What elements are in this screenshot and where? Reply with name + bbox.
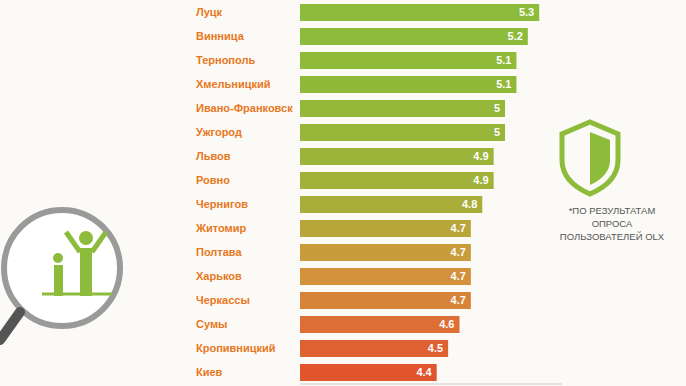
svg-text:Харьков: Харьков bbox=[196, 270, 242, 282]
svg-text:4.7: 4.7 bbox=[451, 246, 466, 258]
svg-text:4.7: 4.7 bbox=[451, 270, 466, 282]
svg-text:Винница: Винница bbox=[196, 30, 245, 42]
svg-text:4.8: 4.8 bbox=[462, 198, 477, 210]
svg-text:4.4: 4.4 bbox=[416, 366, 432, 378]
svg-text:5.1: 5.1 bbox=[496, 54, 511, 66]
svg-text:4.6: 4.6 bbox=[439, 318, 454, 330]
svg-text:Тернополь: Тернополь bbox=[196, 54, 255, 66]
svg-text:5: 5 bbox=[494, 102, 500, 114]
svg-text:Львов: Львов bbox=[196, 150, 231, 162]
svg-text:Ужгород: Ужгород bbox=[196, 126, 242, 138]
svg-text:5.3: 5.3 bbox=[519, 6, 534, 18]
svg-text:Хмельницкий: Хмельницкий bbox=[196, 78, 271, 90]
svg-text:ПОЛЬЗОВАТЕЛЕЙ OLX: ПОЛЬЗОВАТЕЛЕЙ OLX bbox=[560, 231, 665, 242]
svg-text:Ивано-Франковск: Ивано-Франковск bbox=[196, 102, 293, 114]
svg-text:Сумы: Сумы bbox=[196, 318, 227, 330]
svg-text:Луцк: Луцк bbox=[196, 6, 223, 18]
svg-text:Кропивницкий: Кропивницкий bbox=[196, 342, 276, 354]
svg-text:*ПО РЕЗУЛЬТАТАМ: *ПО РЕЗУЛЬТАТАМ bbox=[569, 205, 656, 216]
svg-text:4.7: 4.7 bbox=[451, 222, 466, 234]
svg-text:Черкассы: Черкассы bbox=[196, 294, 250, 306]
svg-text:4.9: 4.9 bbox=[473, 150, 488, 162]
svg-text:Чернигов: Чернигов bbox=[196, 198, 248, 210]
svg-text:5.1: 5.1 bbox=[496, 78, 511, 90]
svg-text:4.9: 4.9 bbox=[473, 174, 488, 186]
svg-text:Житомир: Житомир bbox=[195, 222, 246, 234]
svg-text:Ровно: Ровно bbox=[196, 174, 230, 186]
svg-text:4.5: 4.5 bbox=[428, 342, 443, 354]
svg-text:4.7: 4.7 bbox=[451, 294, 466, 306]
svg-text:ОПРОСА: ОПРОСА bbox=[592, 218, 633, 229]
svg-text:Полтава: Полтава bbox=[196, 246, 242, 258]
svg-text:5.2: 5.2 bbox=[508, 30, 523, 42]
svg-text:Киев: Киев bbox=[196, 366, 223, 378]
svg-text:5: 5 bbox=[494, 126, 500, 138]
